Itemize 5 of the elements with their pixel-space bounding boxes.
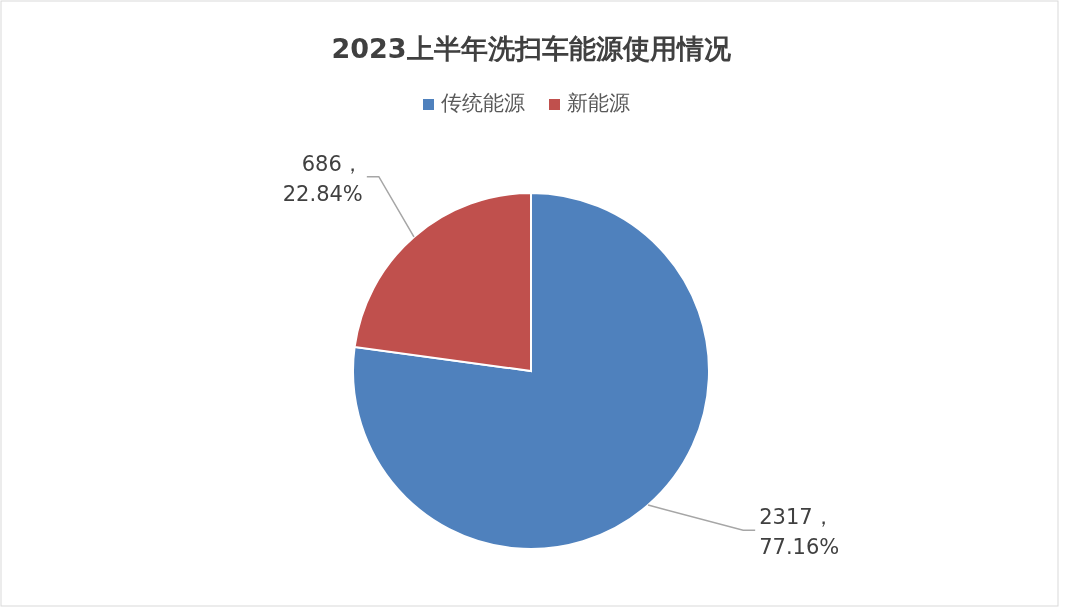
chart-title: 2023上半年洗扫车能源使用情况 [331, 33, 732, 64]
data-label: 686，22.84% [282, 151, 363, 206]
data-label: 2317，77.16% [759, 505, 840, 560]
legend-label: 新能源 [567, 91, 630, 115]
legend-label: 传统能源 [441, 91, 525, 115]
